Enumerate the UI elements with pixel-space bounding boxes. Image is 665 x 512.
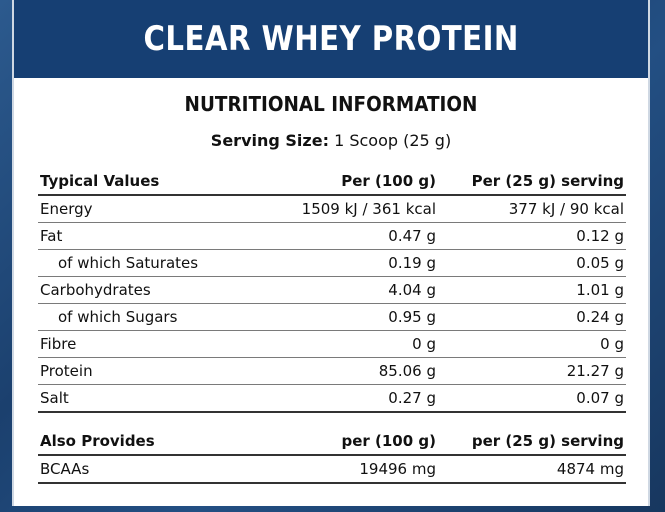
row-per100: 19496 mg xyxy=(359,460,436,478)
row-name: BCAAs xyxy=(40,460,90,478)
table-row: of which Sugars 0.95 g 0.24 g xyxy=(38,304,626,331)
row-per-serving: 0.24 g xyxy=(576,308,624,326)
table-row: Carbohydrates 4.04 g 1.01 g xyxy=(38,277,626,304)
title-banner: CLEAR WHEY PROTEIN xyxy=(14,0,648,78)
row-name: Energy xyxy=(40,200,93,218)
also-header-per100: per (100 g) xyxy=(341,432,436,450)
table-header-row: Typical Values Per (100 g) Per (25 g) se… xyxy=(38,168,626,196)
also-header-per-serving: per (25 g) serving xyxy=(471,432,624,450)
also-provides-table: Also Provides per (100 g) per (25 g) ser… xyxy=(38,428,626,484)
row-per-serving: 4874 mg xyxy=(556,460,624,478)
column-header-name: Typical Values xyxy=(40,172,160,190)
table-row: Protein 85.06 g 21.27 g xyxy=(38,358,626,385)
row-name: of which Sugars xyxy=(58,308,178,326)
also-header-row: Also Provides per (100 g) per (25 g) ser… xyxy=(38,428,626,456)
serving-size-label: Serving Size: xyxy=(210,131,329,150)
nutrition-label-card: CLEAR WHEY PROTEIN NUTRITIONAL INFORMATI… xyxy=(12,0,650,506)
table-row: of which Saturates 0.19 g 0.05 g xyxy=(38,250,626,277)
row-per-serving: 21.27 g xyxy=(566,362,624,380)
row-per-serving: 377 kJ / 90 kcal xyxy=(508,200,624,218)
row-name: Fat xyxy=(40,227,63,245)
row-per-serving: 0.05 g xyxy=(576,254,624,272)
table-row: Salt 0.27 g 0.07 g xyxy=(38,385,626,413)
section-heading: NUTRITIONAL INFORMATION xyxy=(184,92,478,116)
row-per-serving: 0.12 g xyxy=(576,227,624,245)
table-row: Energy 1509 kJ / 361 kcal 377 kJ / 90 kc… xyxy=(38,196,626,223)
serving-size-value: 1 Scoop (25 g) xyxy=(334,131,452,150)
row-per100: 1509 kJ / 361 kcal xyxy=(301,200,436,218)
row-name: Protein xyxy=(40,362,93,380)
column-header-per100: Per (100 g) xyxy=(341,172,436,190)
row-name: Fibre xyxy=(40,335,77,353)
row-name: Salt xyxy=(40,389,69,407)
nutrition-table: Typical Values Per (100 g) Per (25 g) se… xyxy=(38,168,626,413)
table-row: Fat 0.47 g 0.12 g xyxy=(38,223,626,250)
also-header-name: Also Provides xyxy=(40,432,155,450)
row-per100: 0 g xyxy=(412,335,436,353)
column-header-per-serving: Per (25 g) serving xyxy=(471,172,624,190)
row-name: Carbohydrates xyxy=(40,281,151,299)
row-per100: 85.06 g xyxy=(378,362,436,380)
row-name: of which Saturates xyxy=(58,254,199,272)
row-per100: 0.19 g xyxy=(388,254,436,272)
row-per-serving: 0.07 g xyxy=(576,389,624,407)
row-per100: 4.04 g xyxy=(388,281,436,299)
row-per100: 0.47 g xyxy=(388,227,436,245)
product-title: CLEAR WHEY PROTEIN xyxy=(143,19,519,59)
row-per100: 0.27 g xyxy=(388,389,436,407)
serving-size: Serving Size: 1 Scoop (25 g) xyxy=(14,131,648,150)
table-row: BCAAs 19496 mg 4874 mg xyxy=(38,456,626,484)
row-per100: 0.95 g xyxy=(388,308,436,326)
table-row: Fibre 0 g 0 g xyxy=(38,331,626,358)
row-per-serving: 0 g xyxy=(600,335,624,353)
row-per-serving: 1.01 g xyxy=(576,281,624,299)
